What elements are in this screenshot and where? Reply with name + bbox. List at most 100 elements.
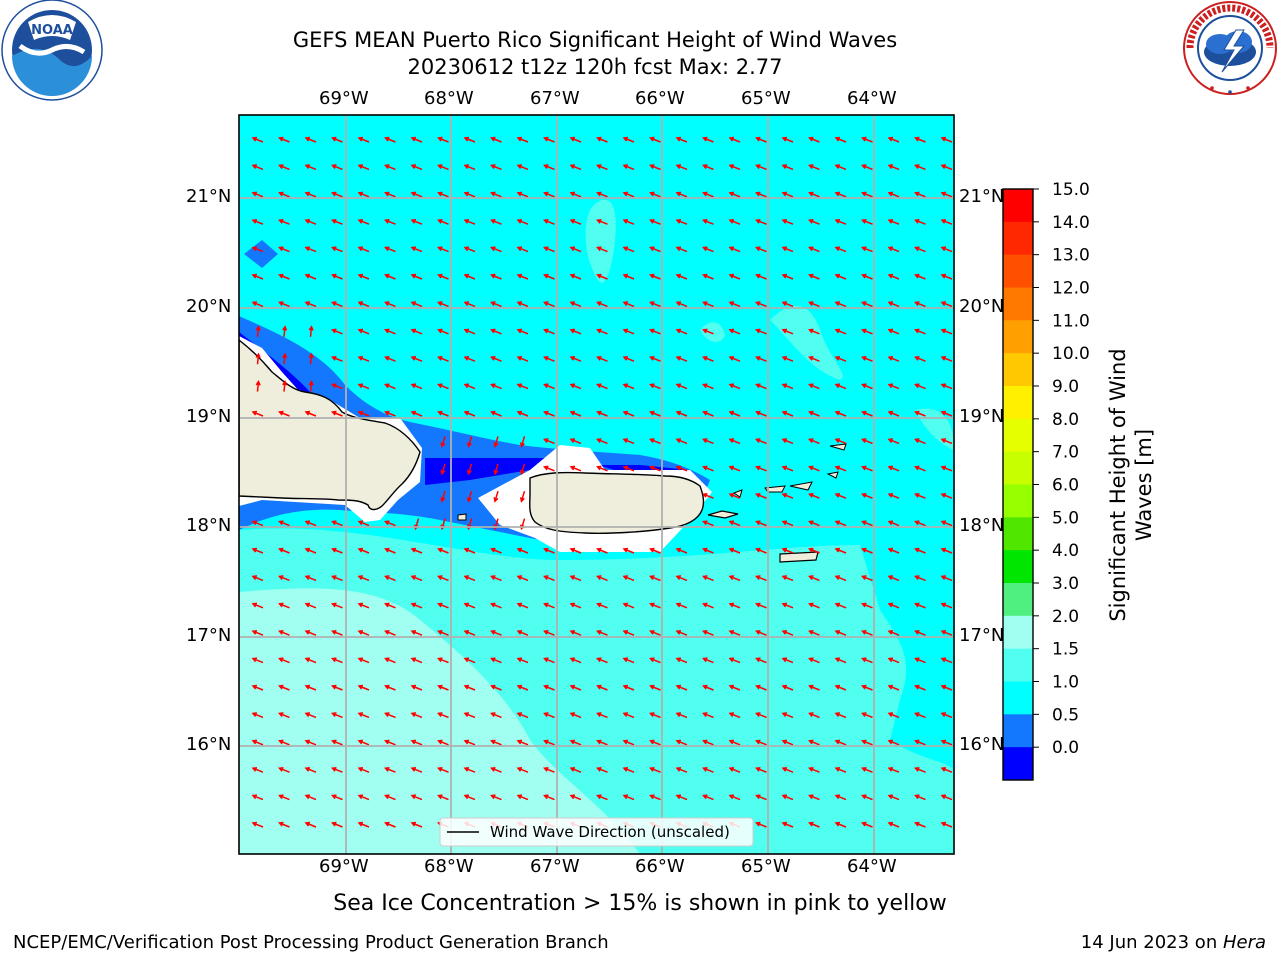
wave-direction-arrow: [357, 684, 370, 691]
wave-direction-arrow: [781, 821, 794, 828]
wave-direction-arrow: [463, 547, 476, 554]
wave-direction-arrow: [251, 629, 264, 636]
wave-direction-arrow: [596, 465, 608, 472]
wave-direction-arrow: [914, 492, 926, 499]
wave-direction-arrow: [649, 547, 661, 554]
wind-wave-direction-arrows: [251, 136, 953, 828]
wave-direction-arrow: [728, 355, 741, 362]
wave-direction-arrow: [543, 602, 555, 609]
wave-direction-arrow: [728, 164, 741, 171]
wave-direction-arrow: [675, 164, 688, 171]
wave-direction-arrow: [304, 164, 317, 171]
wave-direction-arrow: [622, 164, 635, 171]
wave-direction-arrow: [781, 191, 794, 198]
wave-direction-arrow: [490, 410, 502, 417]
wave-direction-arrow: [437, 328, 449, 335]
colorbar-cell: [1003, 386, 1033, 420]
wave-direction-arrow: [569, 136, 582, 143]
wave-direction-arrow: [596, 794, 608, 801]
graticule: [239, 115, 954, 854]
wave-direction-arrow: [596, 246, 608, 253]
wave-direction-arrow: [834, 547, 847, 554]
wave-direction-arrow: [887, 355, 900, 362]
wave-direction-arrow: [493, 490, 499, 503]
wave-direction-arrow: [543, 547, 555, 554]
wave-direction-arrow: [516, 684, 529, 691]
wave-direction-arrow: [834, 301, 847, 308]
wave-direction-arrow: [543, 301, 555, 308]
wave-direction-arrow: [940, 273, 953, 280]
wave-direction-arrow: [410, 766, 423, 773]
wave-direction-arrow: [519, 463, 526, 476]
wave-direction-arrow: [861, 438, 873, 445]
wave-direction-arrow: [543, 191, 555, 198]
wave-direction-arrow: [861, 657, 873, 664]
wave-direction-arrow: [543, 794, 555, 801]
wave-direction-arrow: [384, 657, 396, 664]
wave-direction-arrow: [649, 355, 661, 362]
wave-direction-arrow: [278, 520, 290, 527]
wave-field-0.5-1.0-patch: [244, 240, 278, 268]
lat-label-right-18n: 18°N: [959, 515, 1005, 536]
wave-direction-arrow: [463, 575, 476, 582]
wave-direction-arrow: [940, 547, 953, 554]
map-title-line1: GEFS MEAN Puerto Rico Significant Height…: [292, 28, 898, 52]
lat-label-left-20n: 20°N: [186, 296, 232, 317]
wave-direction-arrow: [543, 739, 555, 746]
wave-direction-arrow: [463, 191, 476, 198]
wave-direction-arrow: [440, 436, 446, 448]
wave-direction-arrow: [649, 712, 661, 719]
lat-label-left-19n: 19°N: [186, 406, 232, 427]
wave-direction-arrow: [755, 465, 767, 472]
wave-direction-arrow: [519, 490, 526, 503]
wave-direction-arrow: [357, 547, 370, 554]
wave-direction-arrow: [887, 164, 900, 171]
wave-direction-arrow: [728, 410, 741, 417]
wave-direction-arrow: [702, 438, 714, 445]
wave-direction-arrow: [437, 575, 449, 582]
wave-direction-arrow: [622, 712, 635, 719]
wave-direction-arrow: [887, 328, 900, 335]
wave-direction-arrow: [728, 657, 741, 664]
wave-direction-arrow: [278, 602, 290, 609]
wave-direction-arrow: [357, 794, 370, 801]
wave-direction-arrow: [675, 465, 688, 472]
wave-direction-arrow: [728, 136, 741, 143]
wave-direction-arrow: [887, 629, 900, 636]
wave-direction-arrow: [251, 602, 264, 609]
colorbar-cell: [1003, 353, 1033, 387]
land-virgin-gorda: [826, 471, 839, 479]
wave-direction-arrow: [278, 273, 290, 280]
wave-direction-arrow: [728, 328, 741, 335]
wave-direction-arrow: [410, 355, 423, 362]
wave-direction-arrow: [331, 602, 343, 609]
wave-direction-arrow: [755, 246, 767, 253]
wave-direction-arrow: [569, 410, 582, 417]
wave-direction-arrow: [357, 629, 370, 636]
wave-direction-arrow: [357, 164, 370, 171]
wave-direction-arrow: [755, 629, 767, 636]
wave-direction-arrow: [834, 218, 847, 225]
wave-direction-arrow: [384, 794, 396, 801]
wave-direction-arrow: [357, 410, 370, 417]
wave-direction-arrow: [278, 301, 290, 308]
wave-direction-arrow: [410, 712, 423, 719]
wave-direction-arrow: [675, 246, 688, 253]
wave-direction-arrow: [808, 684, 820, 691]
wave-direction-arrow: [781, 712, 794, 719]
wave-direction-arrow: [516, 794, 529, 801]
wave-direction-arrow: [887, 712, 900, 719]
wave-direction-arrow: [755, 794, 767, 801]
wave-direction-arrow: [596, 136, 608, 143]
wave-direction-arrow: [702, 191, 714, 198]
wave-direction-arrow: [940, 164, 953, 171]
wave-direction-arrow: [463, 164, 476, 171]
colorbar-tick-label: 2.0: [1052, 607, 1079, 627]
colorbar-cell: [1003, 287, 1033, 321]
wave-direction-arrow: [887, 383, 900, 390]
wave-direction-arrow: [463, 218, 476, 225]
lon-label-bottom-65w: 65°W: [741, 856, 791, 877]
colorbar-cell: [1003, 681, 1033, 715]
wave-direction-arrow: [304, 684, 317, 691]
wave-direction-arrow: [861, 383, 873, 390]
